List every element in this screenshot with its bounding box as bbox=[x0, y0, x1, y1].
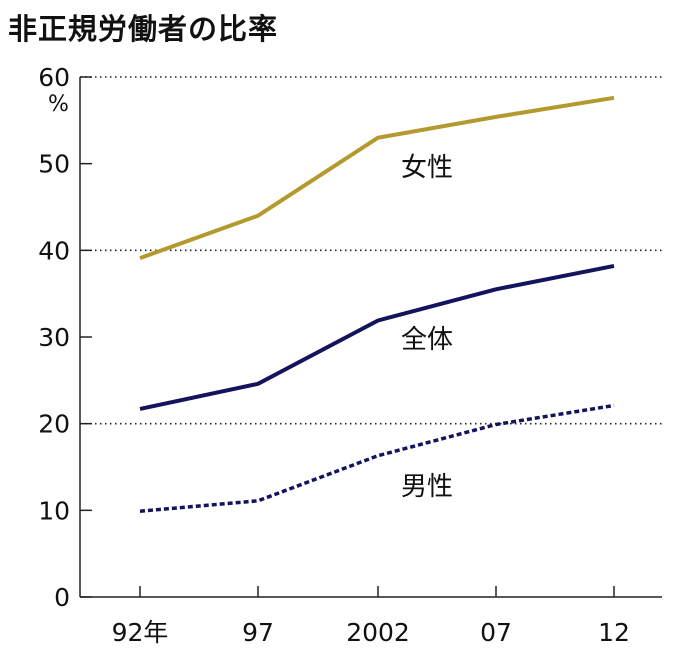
y-tick-label: 10 bbox=[38, 496, 70, 525]
y-tick-label: 40 bbox=[38, 236, 70, 265]
grid-layer bbox=[80, 76, 662, 425]
chart-title: 非正規労働者の比率 bbox=[8, 12, 279, 46]
series-layer bbox=[139, 95, 615, 513]
x-tick-label: 12 bbox=[598, 618, 630, 647]
series-label: 女性 bbox=[401, 153, 453, 183]
x-tick-label: 92年 bbox=[112, 618, 169, 647]
y-tick-label: 0 bbox=[54, 583, 70, 612]
x-tick-label: 2002 bbox=[346, 618, 410, 647]
y-tick-label: 50 bbox=[38, 150, 70, 179]
y-unit-label: % bbox=[48, 92, 69, 117]
series-label: 男性 bbox=[401, 472, 453, 502]
axis-layer: 0 10 20 30 40 50 60% 92年 97 2002 07 12 bbox=[38, 63, 662, 647]
series-line-3 bbox=[139, 403, 615, 513]
series-line-2 bbox=[139, 263, 615, 411]
y-tick-label: 60 bbox=[38, 63, 70, 92]
series-line-1 bbox=[139, 95, 615, 260]
y-tick-label: 20 bbox=[38, 410, 70, 439]
series-label: 全体 bbox=[401, 325, 453, 355]
x-tick-label: 07 bbox=[480, 618, 512, 647]
y-tick-label: 30 bbox=[38, 323, 70, 352]
x-tick-label: 97 bbox=[242, 618, 274, 647]
